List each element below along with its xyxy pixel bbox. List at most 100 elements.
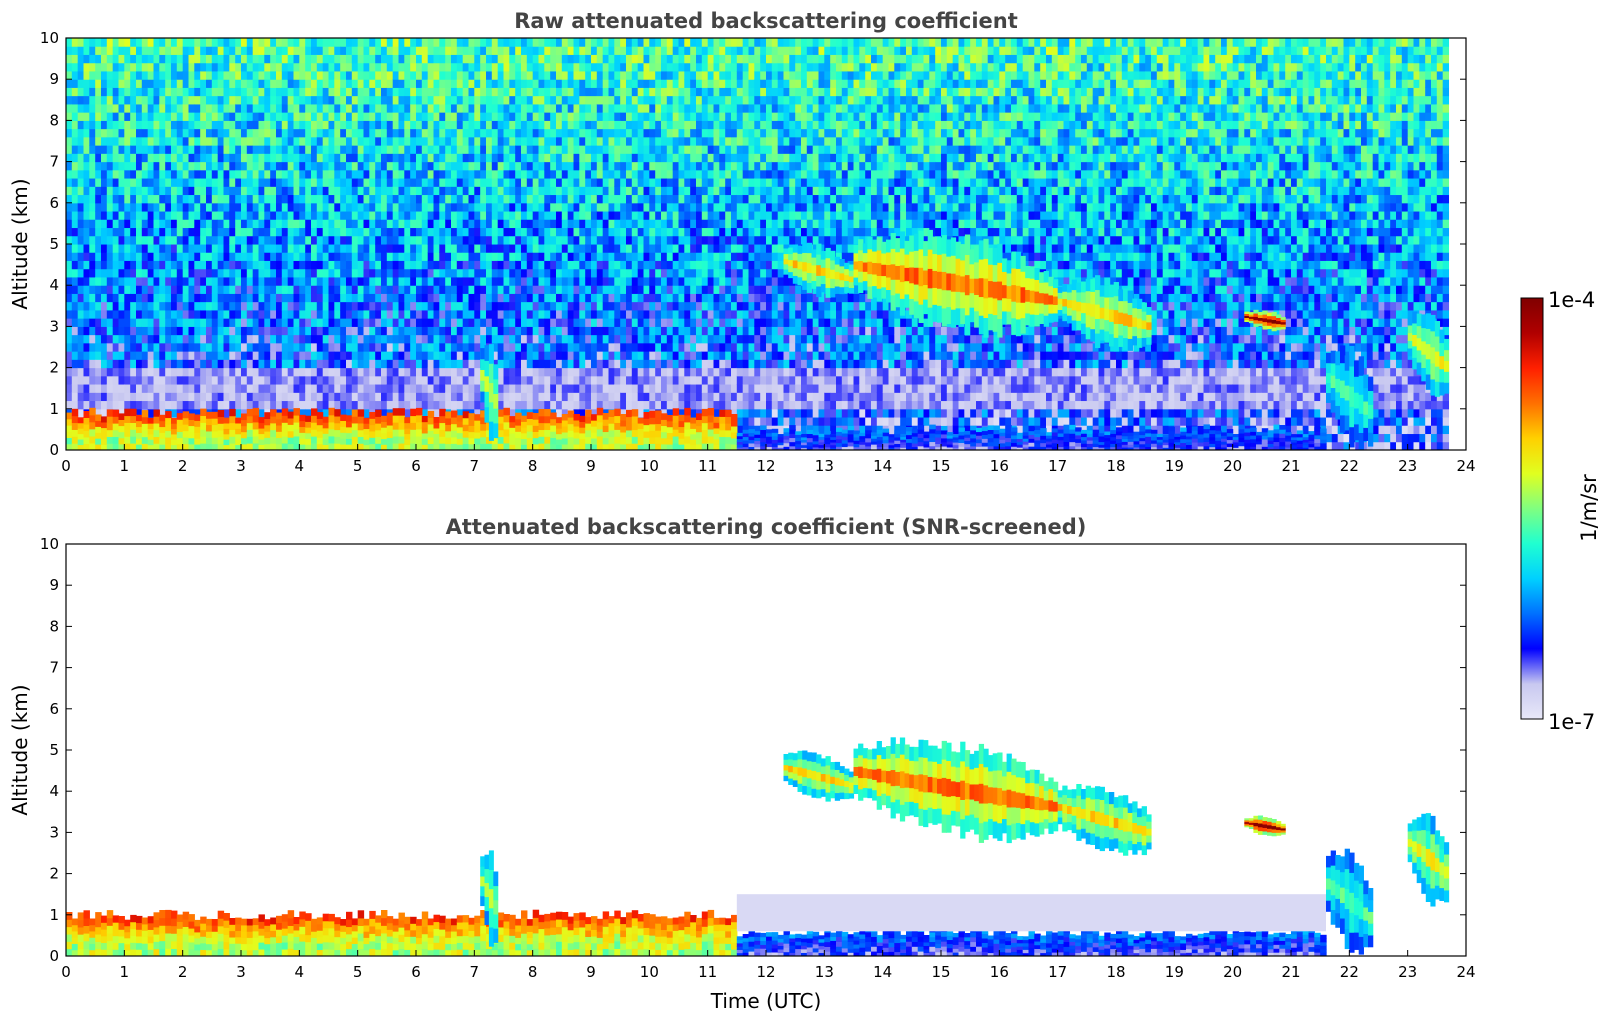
noise-cell [532,194,540,204]
noise-cell [340,268,347,278]
noise-cell [439,136,446,146]
noise-cell [346,136,353,146]
noise-cell [176,202,184,212]
noise-cell [252,285,260,294]
noise-cell [293,227,300,237]
noise-cell [637,342,645,352]
noise-cell [281,244,289,253]
noise-cell [456,351,464,360]
noise-cell [585,71,592,80]
noise-cell [200,202,207,212]
noise-cell [316,244,324,253]
noise-cell [165,268,172,278]
noise-cell [631,87,639,97]
noise-cell [556,71,563,80]
noise-cell [480,318,487,327]
noise-cell [427,351,435,360]
noise-cell [159,334,166,344]
noise-cell [585,136,592,146]
noise-cell [614,194,621,204]
noise-cell [229,334,236,344]
noise-cell [322,178,330,187]
noise-cell [340,71,347,80]
noise-cell [404,318,411,327]
noise-cell [299,128,306,138]
noise-cell [89,87,96,97]
noise-cell [276,202,283,212]
noise-cell [462,145,470,154]
noise-cell [509,268,516,278]
noise-cell [252,235,260,245]
noise-cell [386,95,394,105]
noise-cell [468,169,475,179]
noise-cell [328,285,335,294]
noise-cell [602,145,610,154]
noise-cell [299,219,306,229]
noise-cell [538,112,545,121]
noise-cell [66,392,73,402]
noise-cell [206,227,213,237]
noise-cell [171,301,178,311]
noise-cell [71,235,79,245]
noise-cell [235,408,242,418]
noise-cell [427,268,435,278]
noise-cell [410,145,417,154]
noise-cell [206,211,213,220]
noise-cell [398,268,405,278]
noise-cell [526,400,534,410]
noise-cell [106,367,114,377]
noise-cell [311,120,318,130]
noise-cell [427,79,435,88]
noise-cell [311,219,318,229]
noise-cell [153,128,160,138]
noise-cell [293,359,300,369]
noise-cell [626,301,633,311]
noise-cell [66,227,73,237]
noise-cell [211,285,219,294]
noise-cell [165,128,172,138]
noise-cell [468,277,475,286]
noise-cell [526,293,534,303]
noise-cell [264,145,271,154]
noise-cell [124,145,131,154]
noise-cell [305,178,312,187]
noise-cell [439,87,446,97]
noise-cell [124,194,131,204]
noise-cell [223,103,230,113]
noise-cell [141,194,149,204]
noise-cell [188,244,195,253]
noise-cell [427,334,435,344]
noise-cell [351,309,359,319]
noise-cell [200,309,207,319]
noise-cell [503,120,510,130]
noise-cell [392,95,400,105]
noise-cell [112,252,120,261]
noise-cell [71,186,79,196]
noise-cell [439,186,446,196]
noise-cell [200,351,207,360]
noise-cell [95,326,102,336]
noise-cell [591,54,598,64]
noise-cell [136,103,143,113]
noise-cell [182,367,190,377]
noise-cell [427,103,435,113]
noise-cell [608,277,615,286]
noise-cell [392,79,400,88]
noise-cell [608,161,615,171]
noise-cell [602,392,610,402]
noise-cell [468,244,475,253]
noise-cell [281,145,289,154]
noise-cell [287,235,295,245]
noise-cell [194,145,201,154]
noise-cell [521,136,528,146]
noise-cell [328,309,335,319]
noise-cell [270,219,277,229]
noise-cell [89,260,96,270]
noise-cell [602,120,610,130]
noise-cell [165,46,172,55]
noise-cell [217,293,225,303]
noise-cell [95,309,102,319]
noise-cell [386,219,394,229]
noise-cell [410,112,417,121]
noise-cell [573,342,580,352]
